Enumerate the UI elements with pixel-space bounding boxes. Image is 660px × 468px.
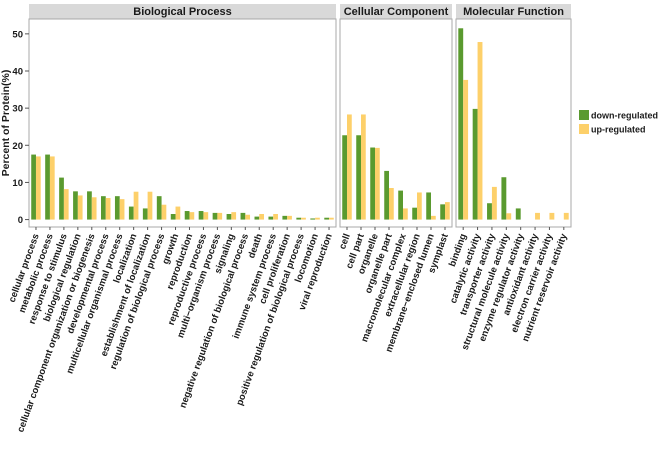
y-axis-title: Percent of Protein(%)	[0, 70, 12, 177]
bar-up-regulated	[175, 206, 181, 220]
bar-up-regulated	[347, 114, 352, 220]
legend: down-regulated up-regulated	[579, 110, 658, 135]
bar-up-regulated	[301, 217, 306, 220]
bar-up-regulated	[105, 198, 111, 220]
bar-down-regulated	[426, 192, 431, 220]
bar-up-regulated	[231, 212, 237, 220]
bar-down-regulated	[487, 203, 492, 220]
bar-down-regulated	[515, 208, 521, 220]
bar-up-regulated	[35, 156, 41, 220]
bar-up-regulated	[287, 215, 292, 220]
y-tick-label: 30	[12, 104, 23, 115]
bar-up-regulated	[535, 212, 540, 220]
bar-up-regulated	[189, 212, 195, 220]
bar-down-regulated	[170, 214, 176, 220]
bar-up-regulated	[403, 208, 408, 220]
bar-up-regulated	[203, 212, 209, 220]
bar-down-regulated	[59, 177, 64, 220]
facet-title: Cellular Component	[344, 6, 449, 18]
bar-up-regulated	[259, 214, 264, 220]
bar-down-regulated	[226, 214, 232, 220]
bar-up-regulated	[147, 191, 153, 220]
bar-down-regulated	[412, 207, 417, 220]
facet-title: Molecular Function	[463, 6, 564, 18]
bar-down-regulated	[324, 217, 330, 220]
bar-down-regulated	[501, 177, 507, 220]
bar-up-regulated	[161, 204, 167, 220]
bar-down-regulated	[398, 190, 403, 220]
y-tick-label: 20	[12, 141, 23, 152]
bar-down-regulated	[254, 216, 260, 220]
bar-up-regulated	[445, 202, 450, 220]
bar-up-regulated	[273, 214, 278, 220]
bar-down-regulated	[31, 154, 36, 220]
bar-up-regulated	[91, 197, 97, 220]
bar-up-regulated	[49, 156, 55, 220]
bar-down-regulated	[472, 108, 478, 220]
bar-down-regulated	[310, 218, 316, 220]
x-tick-label: cell	[337, 232, 353, 251]
bar-up-regulated	[506, 213, 512, 220]
bar-down-regulated	[370, 147, 375, 220]
y-tick-label: 10	[12, 178, 23, 189]
bar-down-regulated	[45, 154, 50, 220]
bar-down-regulated	[268, 216, 274, 220]
bar-up-regulated	[329, 217, 334, 220]
legend-swatch	[579, 110, 589, 120]
legend-label: down-regulated	[591, 111, 658, 121]
bar-down-regulated	[282, 215, 288, 220]
bar-down-regulated	[240, 212, 246, 220]
bar-down-regulated	[356, 135, 361, 220]
bar-down-regulated	[198, 211, 204, 220]
bar-up-regulated	[77, 195, 83, 220]
bar-down-regulated	[101, 196, 106, 220]
bar-down-regulated	[384, 170, 389, 220]
y-axis: 0 10 20 30 40 50 Percent of Protein(%)	[0, 29, 29, 226]
bar-up-regulated	[315, 217, 320, 220]
bar-up-regulated	[477, 42, 483, 220]
y-tick-label: 50	[12, 29, 23, 40]
y-tick-label: 40	[12, 67, 23, 78]
bar-down-regulated	[296, 217, 302, 220]
bar-down-regulated	[212, 212, 218, 220]
bar-down-regulated	[142, 208, 148, 220]
bar-down-regulated	[114, 196, 120, 220]
facet-strip	[456, 4, 571, 19]
bar-up-regulated	[245, 214, 251, 220]
bar-up-regulated	[133, 191, 139, 220]
bar-up-regulated	[63, 189, 69, 220]
bar-down-regulated	[73, 191, 78, 220]
bar-up-regulated	[119, 199, 125, 220]
panel-border	[28, 18, 337, 228]
facet-title: Biological Process	[133, 6, 231, 18]
bar-up-regulated	[375, 147, 380, 220]
bar-down-regulated	[128, 206, 134, 220]
bar-down-regulated	[156, 196, 162, 220]
bar-down-regulated	[440, 204, 445, 220]
bar-down-regulated	[184, 211, 190, 220]
bar-down-regulated	[458, 28, 464, 220]
legend-label: up-regulated	[591, 125, 646, 135]
legend-swatch	[579, 124, 589, 134]
bar-down-regulated	[342, 135, 347, 220]
facet-strip	[340, 4, 452, 19]
facet-strip	[29, 4, 336, 19]
bar-up-regulated	[463, 79, 469, 220]
bar-up-regulated	[389, 188, 394, 220]
bar-up-regulated	[563, 212, 569, 220]
bar-up-regulated	[217, 212, 223, 220]
bar-up-regulated	[491, 186, 497, 220]
bar-down-regulated	[87, 191, 92, 220]
y-tick-label: 0	[18, 215, 23, 226]
bar-up-regulated	[549, 212, 555, 220]
bar-up-regulated	[361, 114, 366, 220]
bar-up-regulated	[417, 192, 422, 220]
bar-up-regulated	[431, 215, 436, 220]
